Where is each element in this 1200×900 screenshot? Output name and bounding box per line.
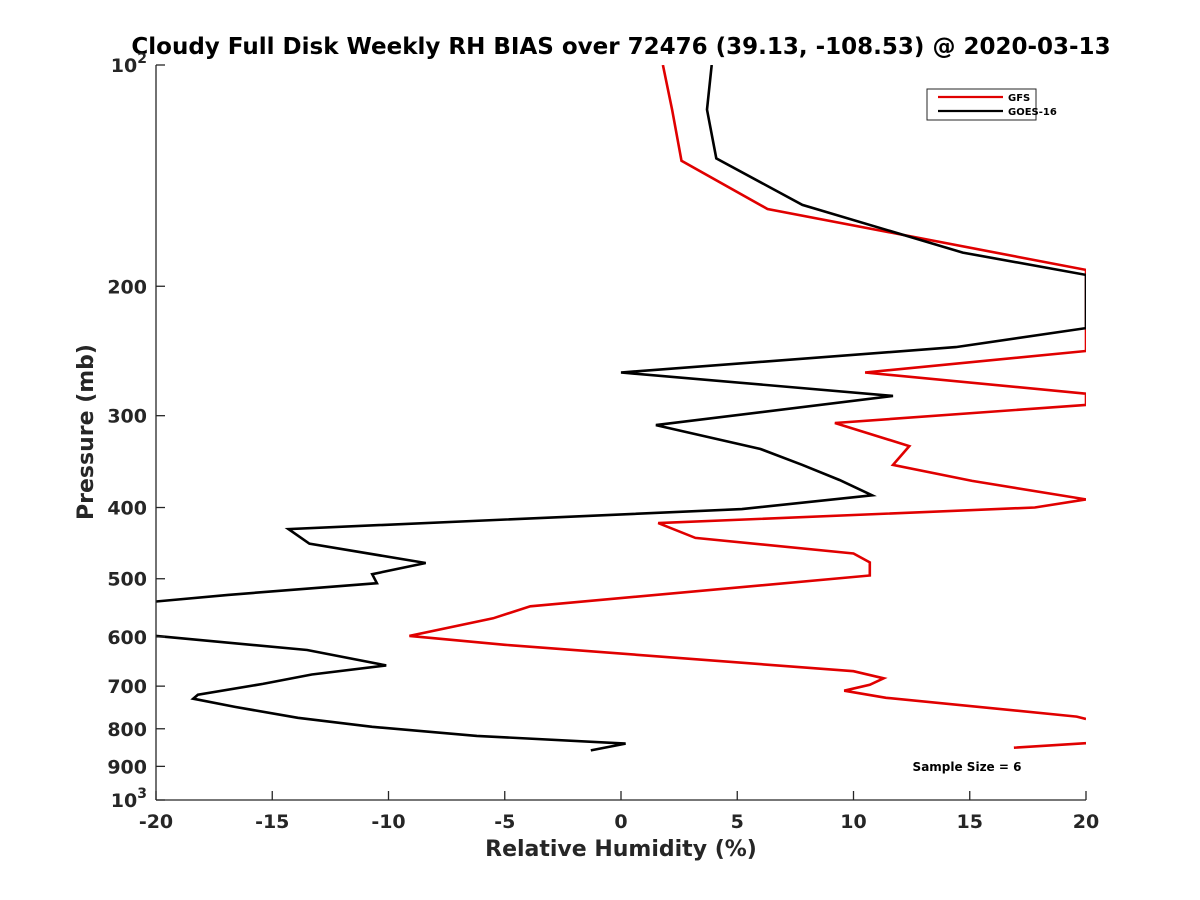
x-tick-label: -15 (255, 811, 289, 833)
x-tick-label: 20 (1073, 811, 1099, 833)
y-tick-label: 800 (107, 719, 147, 741)
legend-box (926, 88, 1037, 121)
x-tick-label: -20 (139, 811, 173, 833)
y-tick-label: 700 (107, 676, 147, 698)
x-tick-label: 10 (840, 811, 866, 833)
chart-title: Cloudy Full Disk Weekly RH BIAS over 724… (131, 34, 1110, 60)
legend-label-goes-16: GOES-16 (1008, 107, 1057, 118)
x-axis-ticks: -20 -15 -10 -5 0 5 10 15 20 (139, 791, 1099, 833)
legend-label-gfs: GFS (1008, 93, 1030, 104)
x-tick-label: -5 (494, 811, 515, 833)
x-axis-label: Relative Humidity (%) (485, 837, 757, 862)
x-tick-label: -10 (371, 811, 405, 833)
y-tick-label: 500 (107, 569, 147, 591)
y-tick-label: 200 (107, 276, 147, 298)
y-axis-label: Pressure (mb) (74, 344, 99, 520)
y-axis-ticks: 102 200 300 400 500 600 700 800 900 103 (107, 51, 165, 812)
sample-size-annotation: Sample Size = 6 (913, 760, 1022, 774)
series-layer (156, 65, 1086, 752)
y-tick-label: 900 (107, 756, 147, 778)
y-tick-label: 103 (111, 786, 147, 812)
x-tick-label: 15 (957, 811, 983, 833)
series-line-gfs (409, 65, 1086, 749)
x-tick-label: 5 (731, 811, 744, 833)
x-tick-label: 0 (614, 811, 627, 833)
plot-area (155, 65, 1086, 801)
y-tick-label: 400 (107, 498, 147, 520)
y-tick-label: 600 (107, 627, 147, 649)
y-tick-label: 300 (107, 406, 147, 428)
legend: GFS GOES-16 (926, 88, 1057, 121)
series-line-goes-16 (156, 65, 1086, 752)
plot-background (156, 65, 1086, 800)
y-tick-label: 102 (111, 51, 147, 77)
